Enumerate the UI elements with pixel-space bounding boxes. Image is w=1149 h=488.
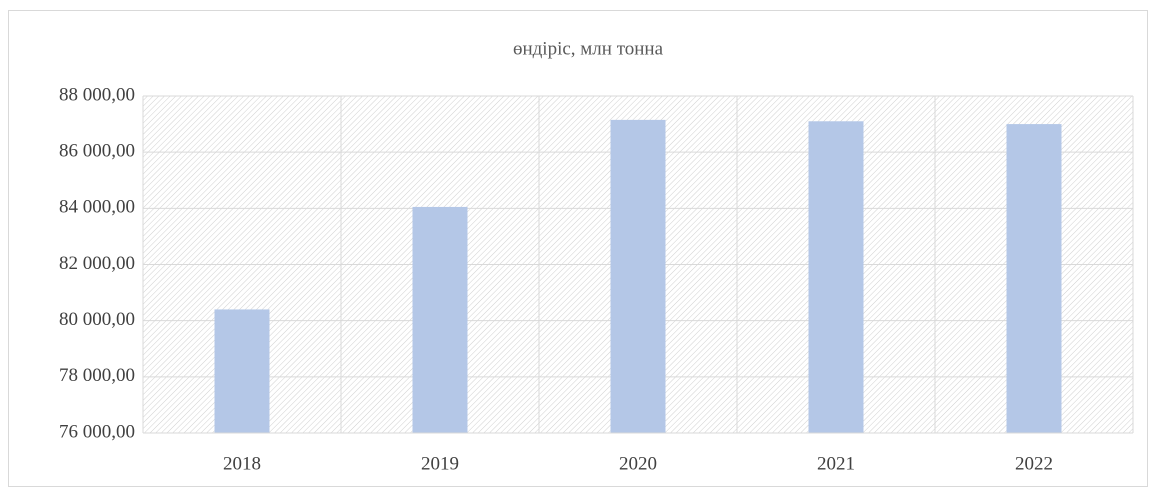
y-tick-label: 84 000,00 bbox=[59, 197, 135, 218]
bar bbox=[214, 309, 270, 433]
bar bbox=[610, 119, 666, 433]
y-tick-label: 76 000,00 bbox=[59, 421, 135, 442]
x-tick-label: 2018 bbox=[223, 453, 261, 474]
x-tick-label: 2022 bbox=[1015, 453, 1053, 474]
bar bbox=[808, 121, 864, 434]
y-tick-label: 88 000,00 bbox=[59, 84, 135, 105]
x-tick-label: 2020 bbox=[619, 453, 657, 474]
x-tick-label: 2021 bbox=[817, 453, 855, 474]
bar bbox=[1006, 124, 1062, 433]
x-tick-label: 2019 bbox=[421, 453, 459, 474]
bar bbox=[412, 206, 468, 433]
y-tick-label: 80 000,00 bbox=[59, 309, 135, 330]
y-tick-label: 86 000,00 bbox=[59, 141, 135, 162]
y-tick-label: 82 000,00 bbox=[59, 253, 135, 274]
y-tick-label: 78 000,00 bbox=[59, 365, 135, 386]
chart-title: өндіріс, млн тонна bbox=[513, 38, 664, 59]
